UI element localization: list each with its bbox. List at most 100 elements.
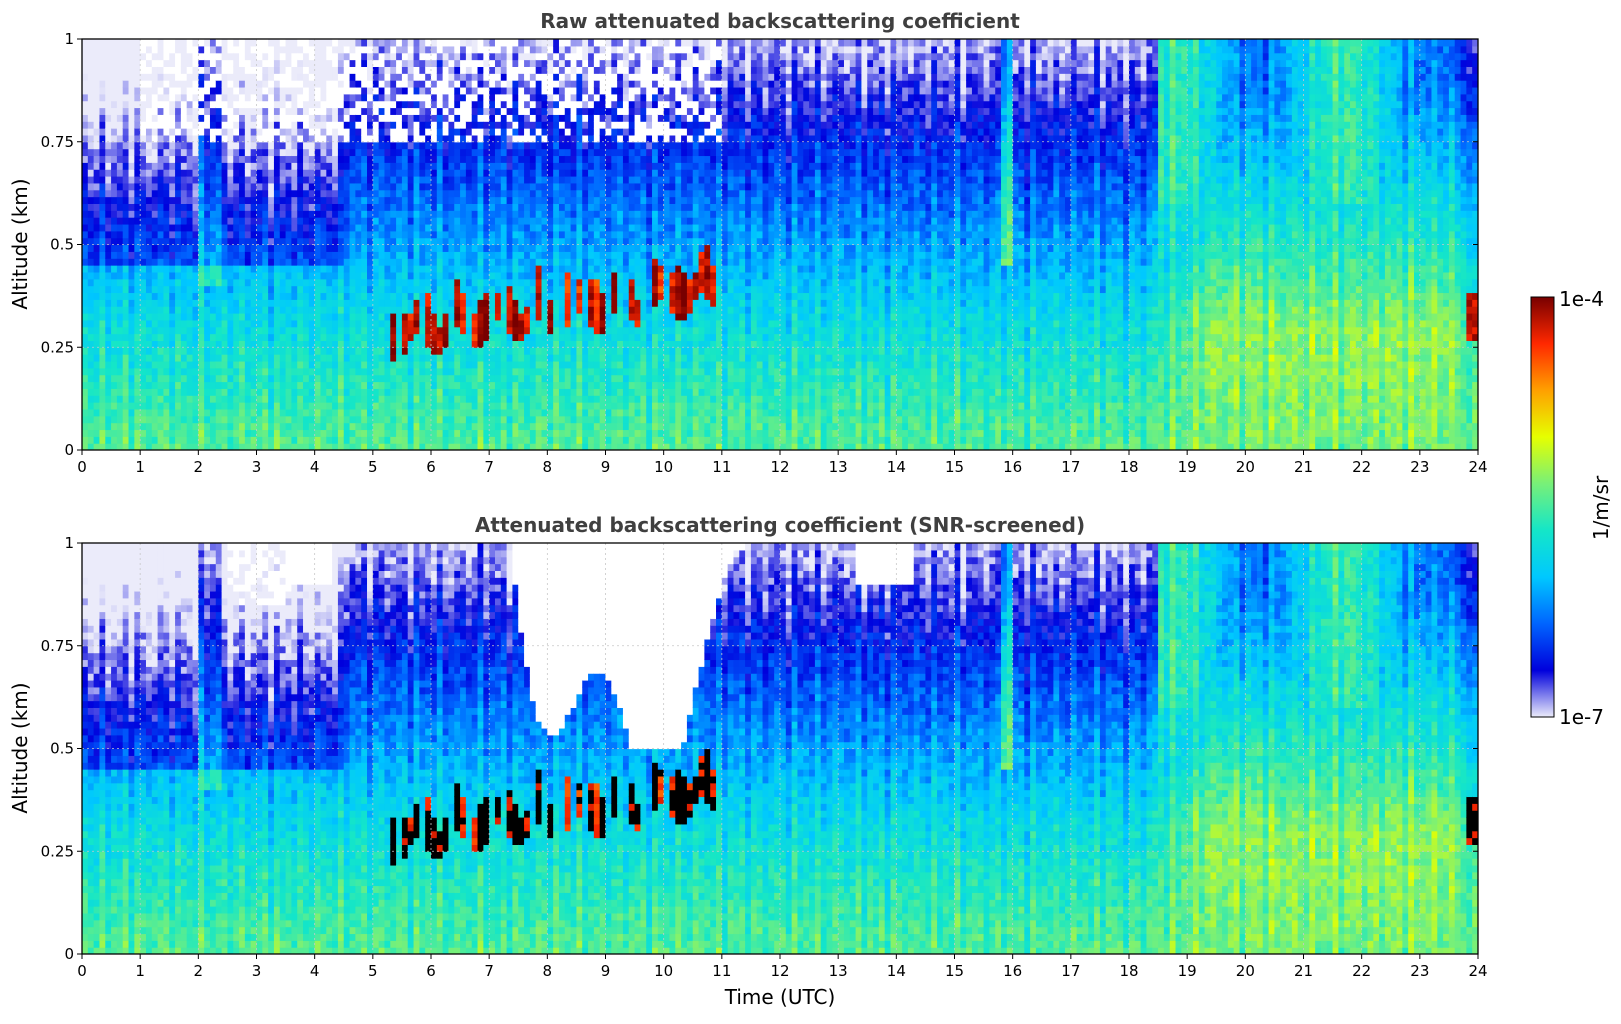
heatmap-cell bbox=[169, 409, 175, 416]
heatmap-cell bbox=[472, 135, 478, 142]
heatmap-cell bbox=[88, 416, 94, 423]
heatmap-cell bbox=[297, 347, 303, 354]
heatmap-cell bbox=[431, 423, 437, 430]
heatmap-cell bbox=[501, 94, 507, 101]
heatmap-cell bbox=[408, 94, 414, 101]
heatmap-cell bbox=[320, 39, 326, 46]
heatmap-cell bbox=[495, 327, 501, 334]
heatmap-cell bbox=[344, 313, 350, 320]
heatmap-cell bbox=[94, 149, 100, 156]
heatmap-cell bbox=[512, 73, 518, 80]
heatmap-cell bbox=[280, 286, 286, 293]
heatmap-cell bbox=[297, 251, 303, 258]
heatmap-cell bbox=[338, 416, 344, 423]
heatmap-cell bbox=[262, 361, 268, 368]
heatmap-cell bbox=[262, 334, 268, 341]
heatmap-cell bbox=[454, 155, 460, 162]
heatmap-cell bbox=[507, 190, 513, 197]
heatmap-cell bbox=[82, 149, 88, 156]
heatmap-cell bbox=[181, 217, 187, 224]
heatmap-cell bbox=[414, 108, 420, 115]
heatmap-cell bbox=[361, 272, 367, 279]
heatmap-cell bbox=[123, 279, 129, 286]
heatmap-cell bbox=[82, 258, 88, 265]
heatmap-cell bbox=[163, 334, 169, 341]
heatmap-cell bbox=[361, 306, 367, 313]
heatmap-cell bbox=[344, 183, 350, 190]
heatmap-cell bbox=[460, 80, 466, 87]
heatmap-cell bbox=[507, 183, 513, 190]
heatmap-cell bbox=[512, 210, 518, 217]
heatmap-cell bbox=[245, 313, 251, 320]
heatmap-cell bbox=[257, 258, 263, 265]
heatmap-cell bbox=[553, 121, 559, 128]
heatmap-cell bbox=[460, 128, 466, 135]
heatmap-cell bbox=[326, 73, 332, 80]
heatmap-cell bbox=[431, 320, 437, 327]
heatmap-cell bbox=[355, 217, 361, 224]
heatmap-cell bbox=[297, 149, 303, 156]
heatmap-cell bbox=[105, 169, 111, 176]
heatmap-cell bbox=[146, 155, 152, 162]
heatmap-cell bbox=[431, 368, 437, 375]
heatmap-cell bbox=[472, 416, 478, 423]
heatmap-cell bbox=[414, 94, 420, 101]
heatmap-cell bbox=[384, 265, 390, 272]
heatmap-cell bbox=[146, 258, 152, 265]
heatmap-cell bbox=[338, 436, 344, 443]
heatmap-cell bbox=[530, 203, 536, 210]
heatmap-cell bbox=[88, 306, 94, 313]
heatmap-cell bbox=[384, 382, 390, 389]
heatmap-cell bbox=[443, 361, 449, 368]
heatmap-cell bbox=[355, 395, 361, 402]
heatmap-cell bbox=[367, 80, 373, 87]
heatmap-cell bbox=[169, 416, 175, 423]
heatmap-cell bbox=[332, 39, 338, 46]
heatmap-cell bbox=[390, 190, 396, 197]
heatmap-cell bbox=[547, 286, 553, 293]
heatmap-cell bbox=[129, 183, 135, 190]
heatmap-cell bbox=[384, 354, 390, 361]
heatmap-cell bbox=[448, 190, 454, 197]
heatmap-cell bbox=[82, 135, 88, 142]
heatmap-cell bbox=[303, 429, 309, 436]
heatmap-cell bbox=[489, 286, 495, 293]
heatmap-cell bbox=[530, 382, 536, 389]
heatmap-cell bbox=[123, 436, 129, 443]
heatmap-cell bbox=[82, 265, 88, 272]
heatmap-cell bbox=[361, 265, 367, 272]
heatmap-cell bbox=[384, 313, 390, 320]
heatmap-cell bbox=[262, 135, 268, 142]
heatmap-cell bbox=[320, 382, 326, 389]
heatmap-cell bbox=[460, 306, 466, 313]
heatmap-cell bbox=[379, 436, 385, 443]
heatmap-cell bbox=[390, 108, 396, 115]
heatmap-cell bbox=[158, 429, 164, 436]
heatmap-cell bbox=[88, 135, 94, 142]
heatmap-cell bbox=[262, 272, 268, 279]
heatmap-cell bbox=[291, 382, 297, 389]
heatmap-cell bbox=[152, 108, 158, 115]
heatmap-cell bbox=[315, 162, 321, 169]
heatmap-cell bbox=[431, 245, 437, 252]
heatmap-cell bbox=[489, 217, 495, 224]
heatmap-cell bbox=[559, 436, 565, 443]
heatmap-cell bbox=[530, 395, 536, 402]
heatmap-cell bbox=[361, 238, 367, 245]
heatmap-cell bbox=[158, 354, 164, 361]
heatmap-cell bbox=[129, 101, 135, 108]
heatmap-cell bbox=[524, 224, 530, 231]
heatmap-cell bbox=[169, 217, 175, 224]
heatmap-cell bbox=[408, 197, 414, 204]
heatmap-cell bbox=[547, 224, 553, 231]
heatmap-cell bbox=[547, 368, 553, 375]
heatmap-cell bbox=[507, 176, 513, 183]
heatmap-cell bbox=[262, 190, 268, 197]
heatmap-cell bbox=[175, 361, 181, 368]
heatmap-cell bbox=[286, 327, 292, 334]
heatmap-cell bbox=[512, 354, 518, 361]
heatmap-cell bbox=[501, 210, 507, 217]
heatmap-cell bbox=[222, 231, 228, 238]
heatmap-cell bbox=[402, 340, 408, 347]
heatmap-cell bbox=[507, 368, 513, 375]
